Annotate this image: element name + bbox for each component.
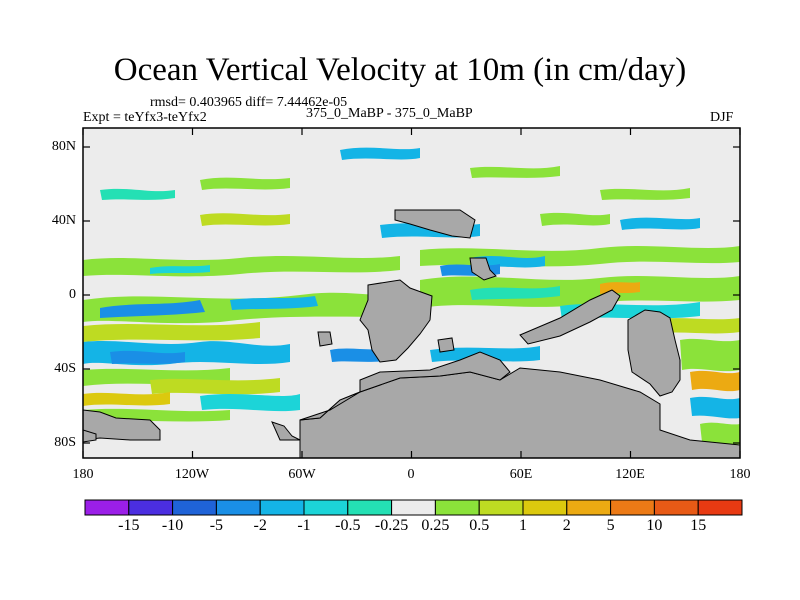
colorbar-swatch: [303, 499, 349, 516]
land-northern: [394, 209, 476, 239]
colorbar-swatch: [478, 499, 524, 516]
comparison-label: 375_0_MaBP - 375_0_MaBP: [306, 106, 473, 121]
xtick-label: 120W: [174, 467, 210, 482]
land-africa: [359, 279, 433, 363]
stats-label: rmsd= 0.403965 diff= 7.44462e-05: [150, 95, 348, 110]
colorbar-swatch: [653, 499, 699, 516]
colorbar-label: -0.25: [374, 517, 409, 534]
colorbar-swatch: [84, 499, 130, 516]
xtick-label: 60E: [509, 467, 533, 482]
colorbar-swatch: [566, 499, 612, 516]
xtick-label: 180: [729, 467, 751, 482]
plot-title: Ocean Vertical Velocity at 10m (in cm/da…: [113, 52, 687, 88]
ytick-label: 40N: [51, 213, 76, 228]
xtick-label: 120E: [615, 467, 645, 482]
colorbar-label: 10: [646, 517, 663, 534]
colorbar-swatch: [128, 499, 174, 516]
colorbar-label: 2: [562, 517, 571, 534]
land-island-2: [317, 331, 333, 347]
colorbar: [84, 499, 743, 516]
ytick-label: 0: [69, 287, 76, 302]
colorbar-label: 0.5: [469, 517, 490, 534]
ytick-label: 80S: [54, 435, 76, 450]
experiment-label: Expt = teYfx3-teYfx2: [83, 110, 207, 125]
land-masses: [83, 209, 740, 458]
colorbar-swatch: [391, 499, 436, 516]
land-eastern-continent: [627, 309, 681, 397]
land-southern-bridge: [299, 351, 511, 421]
colorbar-swatch: [259, 499, 305, 516]
colorbar-swatch: [215, 499, 261, 516]
land-island-6: [271, 421, 301, 441]
land-island-3: [437, 337, 455, 353]
colorbar-label: -1: [297, 517, 311, 534]
xtick-label: 60W: [288, 467, 316, 482]
colorbar-label: -15: [118, 517, 140, 534]
colorbar-label: -10: [161, 517, 184, 534]
colorbar-label: 1: [519, 517, 527, 534]
colorbar-label: -0.5: [335, 517, 361, 534]
colorbar-swatch: [434, 499, 480, 516]
xtick-label: 0: [407, 467, 415, 482]
colorbar-label: 15: [690, 517, 707, 534]
colorbar-label: -2: [253, 517, 267, 534]
land-island-1: [469, 257, 497, 281]
land-eastern-arm: [519, 289, 621, 345]
colorbar-label: 0.25: [421, 517, 450, 534]
colorbar-swatch: [522, 499, 568, 516]
season-label: DJF: [710, 110, 734, 125]
colorbar-swatch: [172, 499, 217, 516]
colorbar-swatch: [697, 499, 743, 516]
colorbar-label: 5: [606, 517, 615, 534]
xtick-label: 180: [72, 467, 94, 482]
colorbar-label: -5: [209, 517, 224, 534]
colorbar-swatch: [610, 499, 655, 516]
colorbar-swatch: [347, 499, 393, 516]
land-island-5: [83, 429, 97, 443]
ytick-label: 80N: [51, 139, 76, 154]
ytick-label: 40S: [54, 361, 76, 376]
